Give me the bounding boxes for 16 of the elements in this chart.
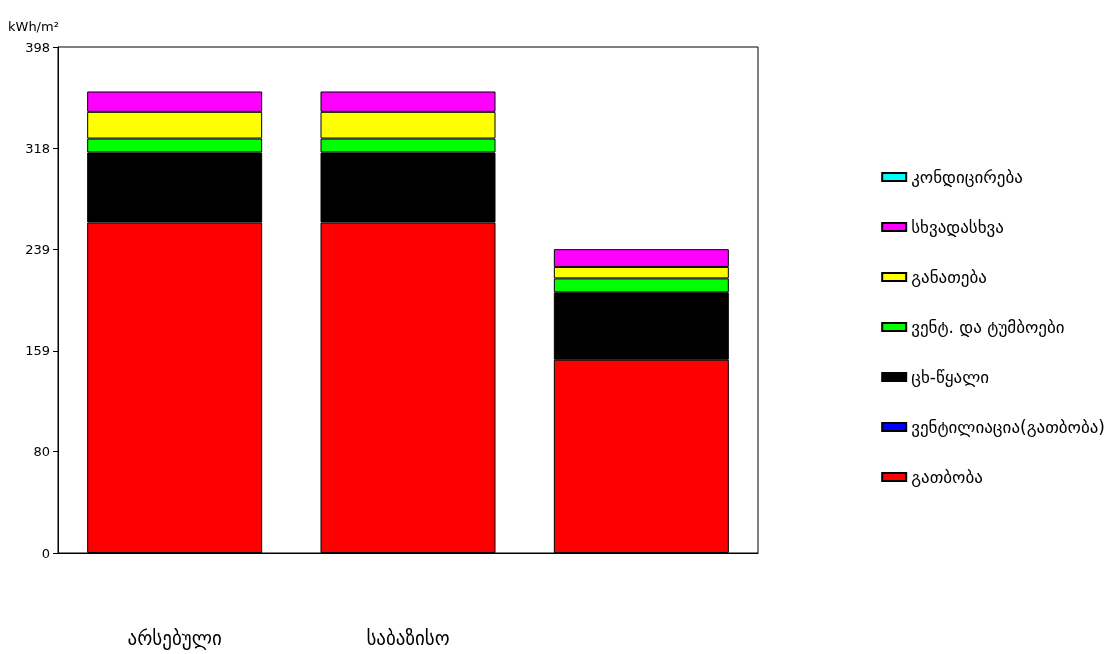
legend-label: განათება xyxy=(911,267,987,287)
y-tick-label: 398 xyxy=(25,39,50,55)
legend-label: კონდიცირება xyxy=(911,167,1023,187)
x-tick-label: არსებული xyxy=(127,626,222,650)
legend-label: გათბობა xyxy=(911,467,983,487)
legend-label: ვენტ. და ტუმბოები xyxy=(911,317,1065,337)
x-tick-label: საბაზისო xyxy=(366,626,450,649)
y-tick-label: 0 xyxy=(41,545,50,561)
y-tick-label: 80 xyxy=(33,443,50,459)
y-axis-title: kWh/m² xyxy=(8,19,59,34)
y-tick-label: 159 xyxy=(25,343,50,359)
y-tick-label: 239 xyxy=(25,241,50,257)
legend-label: სხვადასხვა xyxy=(911,217,1004,237)
legend-label: ვენტილიაცია(გათბობა) xyxy=(911,417,1106,437)
y-tick-label: 318 xyxy=(25,141,50,157)
legend-label: ცხ-წყალი xyxy=(911,367,990,387)
